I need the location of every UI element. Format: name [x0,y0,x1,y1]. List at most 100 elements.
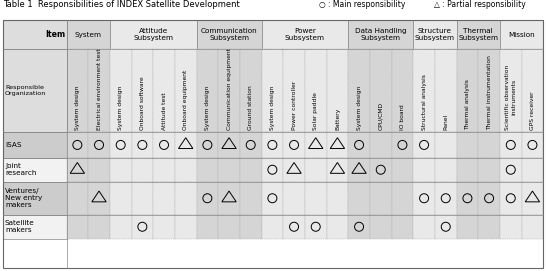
Bar [262,158,283,182]
Bar [110,182,132,215]
Bar [305,182,327,215]
Bar [240,158,262,182]
Text: System: System [75,32,102,38]
Bar [327,158,348,182]
Bar [348,182,370,215]
Bar [153,158,175,182]
Bar [262,215,283,238]
Text: Thermal analysis: Thermal analysis [465,79,470,130]
Bar [327,49,348,132]
Bar [391,182,413,215]
Text: System design: System design [118,86,123,130]
Text: Item: Item [45,30,65,39]
Text: System design: System design [270,86,275,130]
Bar [500,182,521,215]
Bar [67,132,88,158]
Bar [521,215,543,238]
Bar [153,215,175,238]
Text: Communication equipment: Communication equipment [227,48,232,130]
Text: Structural analysis: Structural analysis [422,74,426,130]
Text: Battery: Battery [335,108,340,130]
Text: ISAS: ISAS [5,142,21,148]
Bar [305,215,327,238]
Text: Power controller: Power controller [292,81,296,130]
Bar [262,182,283,215]
Text: System design: System design [205,86,210,130]
Bar [456,49,478,132]
Bar [175,158,197,182]
Bar [521,182,543,215]
Text: Solar paddle: Solar paddle [313,92,318,130]
Bar [3,20,67,49]
Bar [132,49,153,132]
Bar [500,49,521,132]
Text: Onboard software: Onboard software [140,76,145,130]
Bar [500,158,521,182]
Bar [218,182,240,215]
Text: Ground station: Ground station [248,85,253,130]
Bar [435,215,456,238]
Bar [456,182,478,215]
Bar [240,182,262,215]
Text: Attitude
Subsystem: Attitude Subsystem [133,28,173,41]
Text: Responsible
Organization: Responsible Organization [5,85,46,96]
Bar [305,132,327,158]
Bar [240,132,262,158]
Bar [413,132,435,158]
Bar [370,49,391,132]
Bar [327,215,348,238]
Bar [391,158,413,182]
Bar [283,49,305,132]
Bar [327,182,348,215]
Text: ○ : Main responsibility: ○ : Main responsibility [319,1,406,9]
Bar [153,182,175,215]
Bar [67,158,88,182]
Bar [413,215,435,238]
Bar [175,215,197,238]
Bar [391,49,413,132]
Text: Satellite
makers: Satellite makers [5,220,34,233]
Bar [153,132,175,158]
Bar [3,132,67,158]
Bar [370,182,391,215]
Bar [240,49,262,132]
Bar [478,132,500,158]
Text: GPS receiver: GPS receiver [530,91,535,130]
Bar [413,20,456,49]
Bar [500,20,543,49]
Text: Power
Subsystem: Power Subsystem [285,28,325,41]
Bar [67,182,88,215]
Bar [175,49,197,132]
Bar [456,20,500,49]
Bar [88,215,110,238]
Text: Ventures/
New entry
makers: Ventures/ New entry makers [5,188,42,208]
Text: System design: System design [357,86,361,130]
Bar [391,132,413,158]
Bar [67,49,88,132]
Bar [132,182,153,215]
Bar [110,215,132,238]
Bar [435,132,456,158]
Text: Electrical environment test: Electrical environment test [97,48,102,130]
Text: Onboard equipment: Onboard equipment [183,70,188,130]
Bar [435,158,456,182]
Text: Mission: Mission [508,32,535,38]
Bar [283,158,305,182]
Bar [262,132,283,158]
Bar [413,49,435,132]
Bar [197,215,218,238]
Bar [391,215,413,238]
Bar [175,132,197,158]
Text: Structure
Subsystem: Structure Subsystem [415,28,455,41]
Text: Table 1  Responsibilities of INDEX Satellite Development: Table 1 Responsibilities of INDEX Satell… [3,1,240,9]
Text: Data Handling
Subsystem: Data Handling Subsystem [355,28,407,41]
Bar [456,158,478,182]
Bar [283,132,305,158]
Bar [348,49,370,132]
Bar [67,20,110,49]
Text: Scientific observation
instruments: Scientific observation instruments [506,65,516,130]
Bar [218,158,240,182]
Bar [175,182,197,215]
Bar [521,132,543,158]
Bar [218,132,240,158]
